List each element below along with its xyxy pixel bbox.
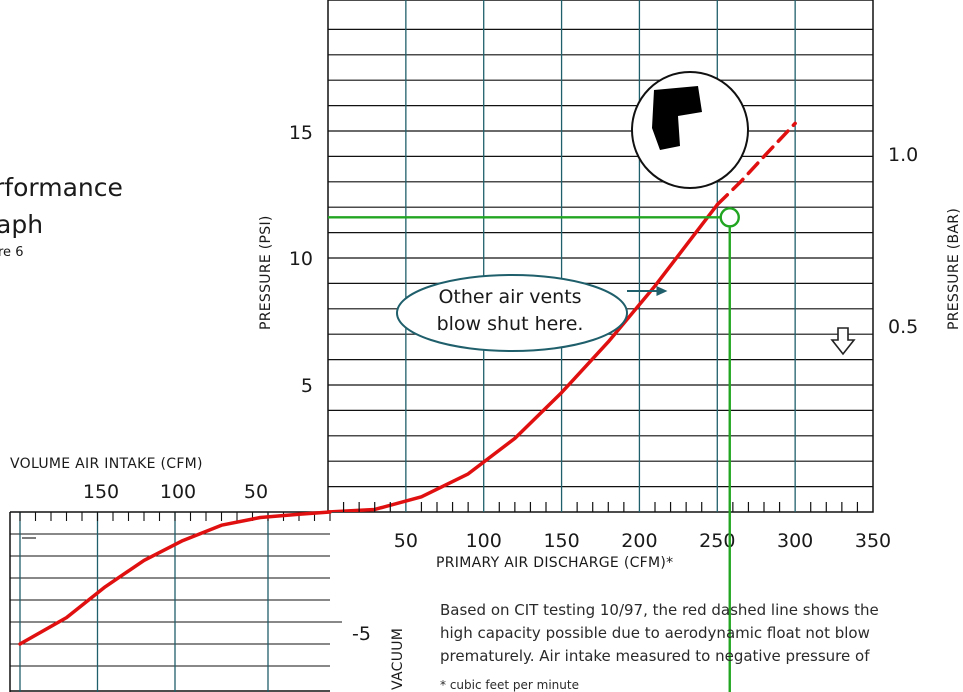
vacuum-label: VACUUM (390, 628, 406, 690)
intake-curve (18, 510, 332, 646)
x-tick-200: 200 (621, 530, 657, 552)
intake-axis-label: VOLUME AIR INTAKE (CFM) (10, 456, 203, 472)
operating-point (328, 207, 740, 692)
intake-grid (9, 511, 342, 692)
y-tick-right-1: 1.0 (888, 144, 918, 166)
y-tick-right-05: 0.5 (888, 316, 918, 338)
y-axis-label-right: PRESSURE (BAR) (946, 208, 962, 330)
annotation-line2: blow shut here. (437, 313, 584, 335)
intake-series-line (18, 510, 332, 646)
intake-tick-100: 100 (160, 481, 196, 503)
footnote: * cubic feet per minute (440, 678, 579, 692)
figure-label: re 6 (0, 245, 23, 260)
y-tick-5: 5 (301, 375, 313, 397)
x-axis-label: PRIMARY AIR DISCHARGE (CFM)* (436, 555, 673, 571)
annotation-callout: Other air vents blow shut here. (396, 274, 668, 352)
down-arrow-icon (830, 327, 856, 356)
x-tick-250: 250 (699, 530, 735, 552)
title-line2: aph (0, 210, 43, 239)
intake-tick-50: 50 (244, 481, 268, 503)
annotation-line1: Other air vents (438, 286, 581, 308)
marker-point (719, 207, 740, 228)
main-x-ticks: 50 100 150 200 250 300 350 (342, 502, 891, 552)
intake-tick-neg5: -5 (352, 623, 371, 645)
y-axis-label-left: PRESSURE (PSI) (258, 215, 274, 330)
note-line3: prematurely. Air intake measured to nega… (440, 647, 870, 665)
x-tick-350: 350 (855, 530, 891, 552)
x-tick-150: 150 (543, 530, 579, 552)
brand-logo (631, 71, 749, 189)
x-tick-50: 50 (394, 530, 418, 552)
y-tick-15: 15 (289, 122, 313, 144)
main-grid (327, 0, 874, 513)
note-line2: high capacity possible due to aerodynami… (440, 624, 870, 642)
x-tick-100: 100 (466, 530, 502, 552)
note-line1: Based on CIT testing 10/97, the red dash… (440, 601, 879, 619)
dashed-series-line (715, 121, 797, 207)
solid-series-line (328, 202, 720, 512)
title-line1: rformance (0, 173, 123, 202)
y-tick-10: 10 (289, 248, 313, 270)
x-tick-300: 300 (777, 530, 813, 552)
main-curve (328, 121, 797, 512)
intake-tick-150: 150 (83, 481, 119, 503)
